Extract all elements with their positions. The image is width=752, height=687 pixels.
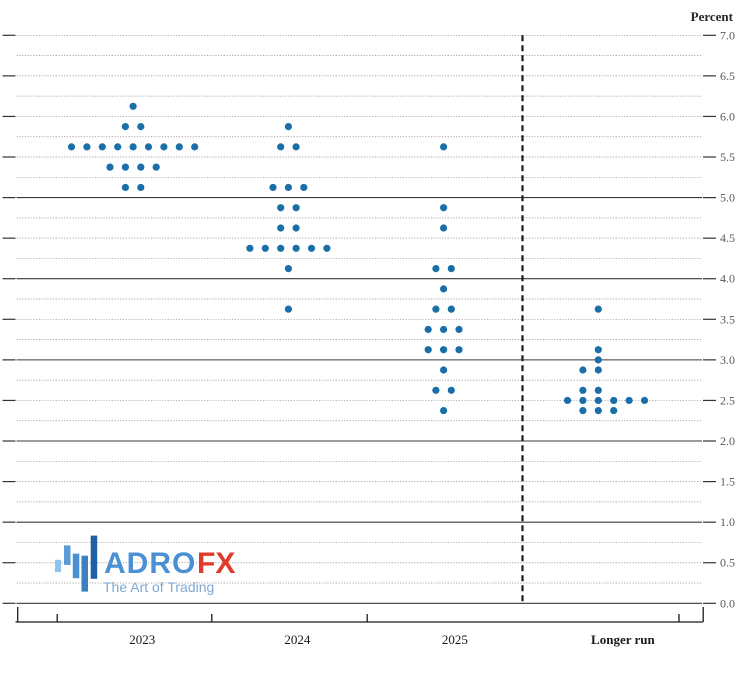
svg-text:3.5: 3.5 <box>720 312 735 326</box>
svg-text:2025: 2025 <box>442 632 468 647</box>
svg-text:4.5: 4.5 <box>720 231 735 245</box>
svg-text:2.5: 2.5 <box>720 393 735 407</box>
svg-text:2024: 2024 <box>284 632 311 647</box>
svg-text:2023: 2023 <box>129 632 155 647</box>
svg-text:FX: FX <box>197 547 235 580</box>
svg-text:ADRO: ADRO <box>104 547 196 580</box>
svg-text:Percent: Percent <box>691 9 734 24</box>
svg-text:4.0: 4.0 <box>720 272 735 286</box>
svg-text:Longer run: Longer run <box>591 632 655 647</box>
svg-text:3.0: 3.0 <box>720 353 735 367</box>
svg-text:5.0: 5.0 <box>720 191 735 205</box>
svg-text:1.5: 1.5 <box>720 475 735 489</box>
svg-text:1.0: 1.0 <box>720 515 735 529</box>
svg-text:0.0: 0.0 <box>720 596 735 610</box>
svg-text:0.5: 0.5 <box>720 556 735 570</box>
svg-text:6.0: 6.0 <box>720 109 735 123</box>
svg-text:6.5: 6.5 <box>720 69 735 83</box>
svg-text:5.5: 5.5 <box>720 150 735 164</box>
svg-text:2.0: 2.0 <box>720 434 735 448</box>
svg-text:The Art of Trading: The Art of Trading <box>103 579 214 595</box>
svg-text:7.0: 7.0 <box>720 28 735 42</box>
